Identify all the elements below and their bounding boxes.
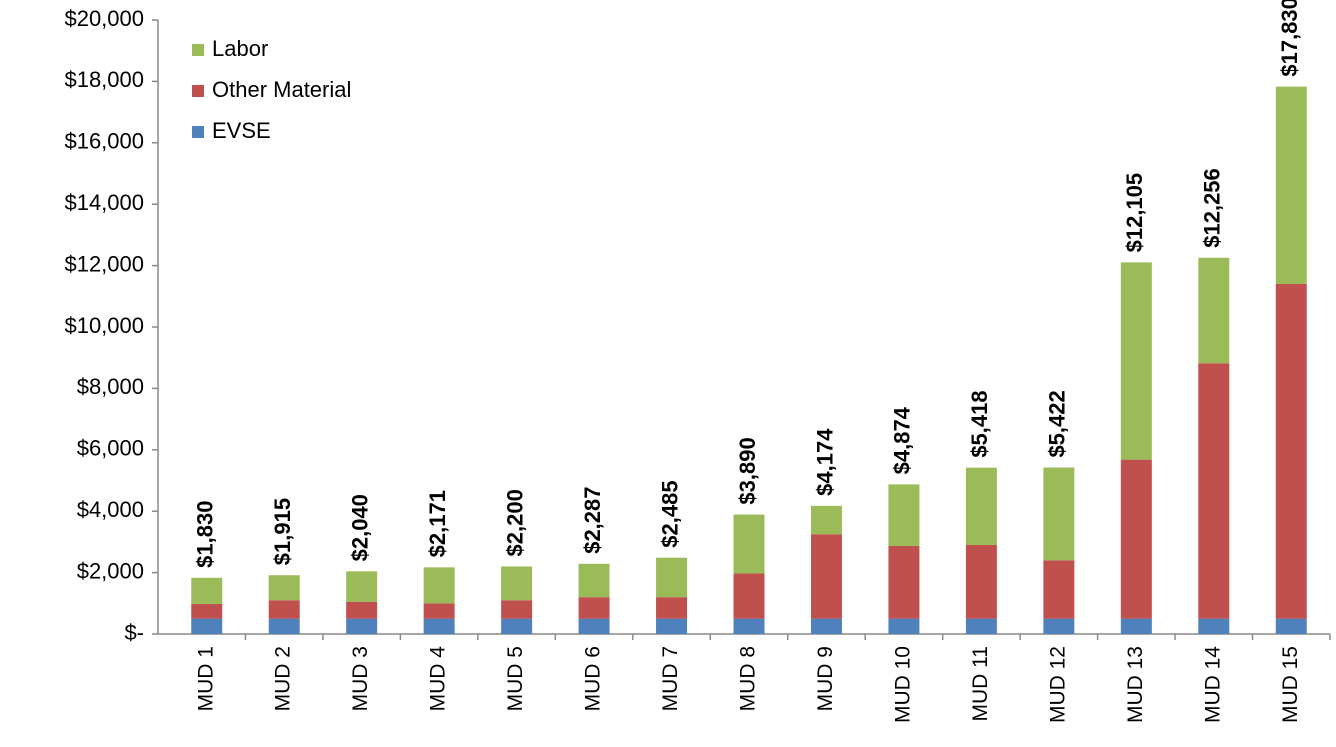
bar-segment <box>733 514 765 574</box>
total-label: $12,256 <box>1200 168 1225 248</box>
x-tick-label: MUD 3 <box>349 646 372 711</box>
y-tick-label: $12,000 <box>64 251 144 276</box>
bar-segment <box>656 618 688 634</box>
total-label: $2,485 <box>657 480 682 547</box>
bar-segment <box>733 573 765 619</box>
bar-segment <box>810 505 842 535</box>
bar-segment <box>733 618 765 634</box>
y-tick-label: $14,000 <box>64 190 144 215</box>
bar-segment <box>1043 618 1075 634</box>
bar-segment <box>1043 467 1075 561</box>
bar-segment <box>1120 618 1152 634</box>
x-tick-label: MUD 11 <box>969 646 992 721</box>
bar-segment <box>965 618 997 634</box>
bar-segment <box>1198 363 1230 619</box>
y-tick-label: $- <box>124 620 144 645</box>
bar-segment <box>423 567 455 604</box>
bar-segment <box>423 618 455 634</box>
bar-segment <box>501 600 533 619</box>
y-tick-label: $2,000 <box>77 558 144 583</box>
total-label: $2,200 <box>502 489 527 556</box>
bar-segment <box>501 618 533 634</box>
total-label: $5,422 <box>1045 390 1070 457</box>
bar-segment <box>1275 284 1307 619</box>
x-tick-label: MUD 14 <box>1201 646 1224 723</box>
total-label: $5,418 <box>967 390 992 457</box>
bar-segment <box>810 534 842 619</box>
bar-segment <box>268 618 300 634</box>
bar-segment <box>1120 459 1152 619</box>
bar-segment <box>965 467 997 545</box>
bar-segment <box>656 597 688 619</box>
total-label: $2,287 <box>580 486 605 553</box>
x-tick-label: MUD 9 <box>814 646 837 711</box>
total-label: $4,874 <box>890 406 915 474</box>
x-tick-label: MUD 8 <box>737 646 760 711</box>
bar-segment <box>1120 262 1152 460</box>
bar-segment <box>346 601 378 619</box>
bar-segment <box>888 484 920 546</box>
y-tick-label: $10,000 <box>64 313 144 338</box>
bar-segment <box>656 557 688 598</box>
legend-swatch <box>192 85 204 97</box>
bar-segment <box>1198 257 1230 364</box>
legend-label: Other Material <box>212 77 351 102</box>
bar-segment <box>1275 618 1307 634</box>
bar-segment <box>191 618 223 634</box>
bar-segment <box>888 618 920 634</box>
total-label: $2,040 <box>347 494 372 561</box>
x-tick-label: MUD 10 <box>891 646 914 723</box>
y-tick-label: $6,000 <box>77 436 144 461</box>
total-label: $4,174 <box>812 428 837 496</box>
total-label: $12,105 <box>1122 173 1147 253</box>
bar-segment <box>346 571 378 602</box>
total-label: $17,830 <box>1277 0 1302 77</box>
x-tick-label: MUD 5 <box>504 646 527 711</box>
y-tick-label: $4,000 <box>77 497 144 522</box>
bar-segment <box>268 600 300 619</box>
x-tick-label: MUD 1 <box>194 646 217 711</box>
bar-segment <box>501 566 533 601</box>
legend-label: Labor <box>212 36 268 61</box>
total-label: $2,171 <box>425 490 450 557</box>
x-tick-label: MUD 13 <box>1124 646 1147 723</box>
x-tick-label: MUD 4 <box>427 646 450 712</box>
bar-segment <box>1198 618 1230 634</box>
bar-segment <box>423 603 455 619</box>
x-tick-label: MUD 12 <box>1046 646 1069 723</box>
y-tick-label: $20,000 <box>64 6 144 31</box>
bar-segment <box>346 618 378 634</box>
x-tick-label: MUD 2 <box>272 646 295 711</box>
bar-segment <box>191 603 223 619</box>
total-label: $1,915 <box>270 498 295 565</box>
total-label: $1,830 <box>193 501 218 568</box>
legend-label: EVSE <box>212 118 271 143</box>
total-label: $3,890 <box>735 437 760 504</box>
legend-swatch <box>192 126 204 138</box>
bar-segment <box>191 577 223 604</box>
bar-segment <box>578 618 610 634</box>
x-tick-label: MUD 15 <box>1279 646 1302 723</box>
bar-segment <box>268 575 300 601</box>
y-tick-label: $8,000 <box>77 374 144 399</box>
bar-segment <box>965 544 997 619</box>
y-tick-label: $16,000 <box>64 129 144 154</box>
bar-segment <box>578 563 610 598</box>
bar-segment <box>810 618 842 634</box>
bar-segment <box>578 597 610 619</box>
x-tick-label: MUD 7 <box>659 646 682 711</box>
x-tick-label: MUD 6 <box>582 646 605 711</box>
y-tick-label: $18,000 <box>64 67 144 92</box>
legend-swatch <box>192 44 204 56</box>
bar-segment <box>1043 560 1075 619</box>
bar-segment <box>888 545 920 619</box>
bar-segment <box>1275 86 1307 285</box>
